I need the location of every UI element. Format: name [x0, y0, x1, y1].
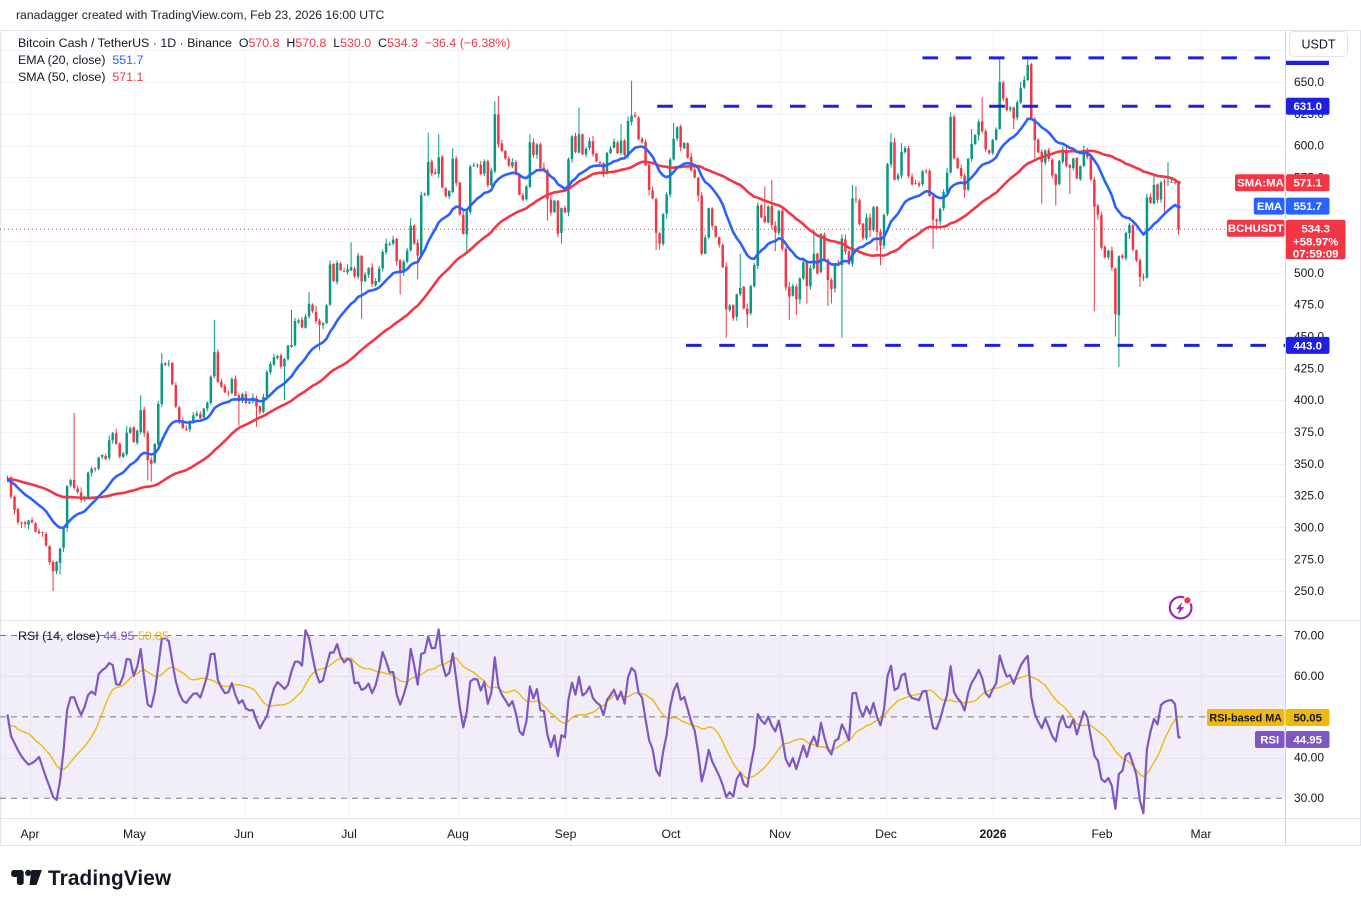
svg-text:Mar: Mar — [1191, 827, 1212, 841]
svg-text:631.0: 631.0 — [1293, 101, 1322, 113]
svg-text:500.0: 500.0 — [1294, 266, 1324, 280]
svg-text:USDT: USDT — [1301, 38, 1335, 52]
svg-text:EMA (20, close) 551.7: EMA (20, close) 551.7 — [18, 53, 143, 67]
svg-text:Apr: Apr — [21, 827, 40, 841]
svg-text:Dec: Dec — [875, 827, 897, 841]
svg-text:70.00: 70.00 — [1294, 629, 1324, 643]
svg-text:07:59:09: 07:59:09 — [1293, 248, 1339, 260]
svg-text:RSI: RSI — [1260, 735, 1279, 747]
svg-text:443.0: 443.0 — [1293, 340, 1322, 352]
svg-text:350.0: 350.0 — [1294, 457, 1324, 471]
svg-text:44.95: 44.95 — [1293, 735, 1322, 747]
svg-text:+58.97%: +58.97% — [1293, 237, 1338, 249]
svg-text:Oct: Oct — [662, 827, 682, 841]
svg-text:325.0: 325.0 — [1294, 489, 1324, 503]
svg-text:Bitcoin Cash / TetherUS · 1D ·: Bitcoin Cash / TetherUS · 1D · Binance O… — [18, 36, 510, 50]
svg-text:Feb: Feb — [1091, 827, 1112, 841]
svg-text:400.0: 400.0 — [1294, 393, 1324, 407]
svg-text:571.1: 571.1 — [1293, 178, 1322, 190]
svg-text:Sep: Sep — [555, 827, 577, 841]
svg-text:Jul: Jul — [341, 827, 357, 841]
svg-text:30.00: 30.00 — [1294, 791, 1324, 805]
svg-text:2026: 2026 — [979, 827, 1006, 841]
svg-text:250.0: 250.0 — [1294, 584, 1324, 598]
svg-text:EMA: EMA — [1257, 201, 1282, 213]
svg-text:SMA:MA: SMA:MA — [1237, 178, 1284, 190]
svg-text:551.7: 551.7 — [1293, 201, 1322, 213]
svg-text:May: May — [123, 827, 147, 841]
svg-text:534.3: 534.3 — [1301, 223, 1330, 235]
svg-text:Aug: Aug — [447, 827, 469, 841]
svg-text:50.05: 50.05 — [1293, 713, 1322, 725]
svg-text:650.0: 650.0 — [1294, 75, 1324, 89]
svg-text:BCHUSDT: BCHUSDT — [1228, 223, 1284, 235]
svg-text:600.0: 600.0 — [1294, 139, 1324, 153]
svg-text:Jun: Jun — [234, 827, 254, 841]
svg-text:Nov: Nov — [769, 827, 792, 841]
svg-text:475.0: 475.0 — [1294, 298, 1324, 312]
svg-text:425.0: 425.0 — [1294, 361, 1324, 375]
svg-text:SMA (50, close) 571.1: SMA (50, close) 571.1 — [18, 70, 143, 84]
svg-text:TradingView: TradingView — [48, 867, 172, 890]
svg-text:ranadagger created with Tradin: ranadagger created with TradingView.com,… — [16, 8, 385, 22]
svg-text:40.00: 40.00 — [1294, 751, 1324, 765]
svg-text:275.0: 275.0 — [1294, 552, 1324, 566]
svg-text:RSI-based MA: RSI-based MA — [1209, 713, 1282, 725]
svg-text:375.0: 375.0 — [1294, 425, 1324, 439]
svg-text:60.00: 60.00 — [1294, 669, 1324, 683]
svg-text:RSI (14, close) 44.95 50.05: RSI (14, close) 44.95 50.05 — [18, 629, 169, 643]
svg-text:300.0: 300.0 — [1294, 520, 1324, 534]
